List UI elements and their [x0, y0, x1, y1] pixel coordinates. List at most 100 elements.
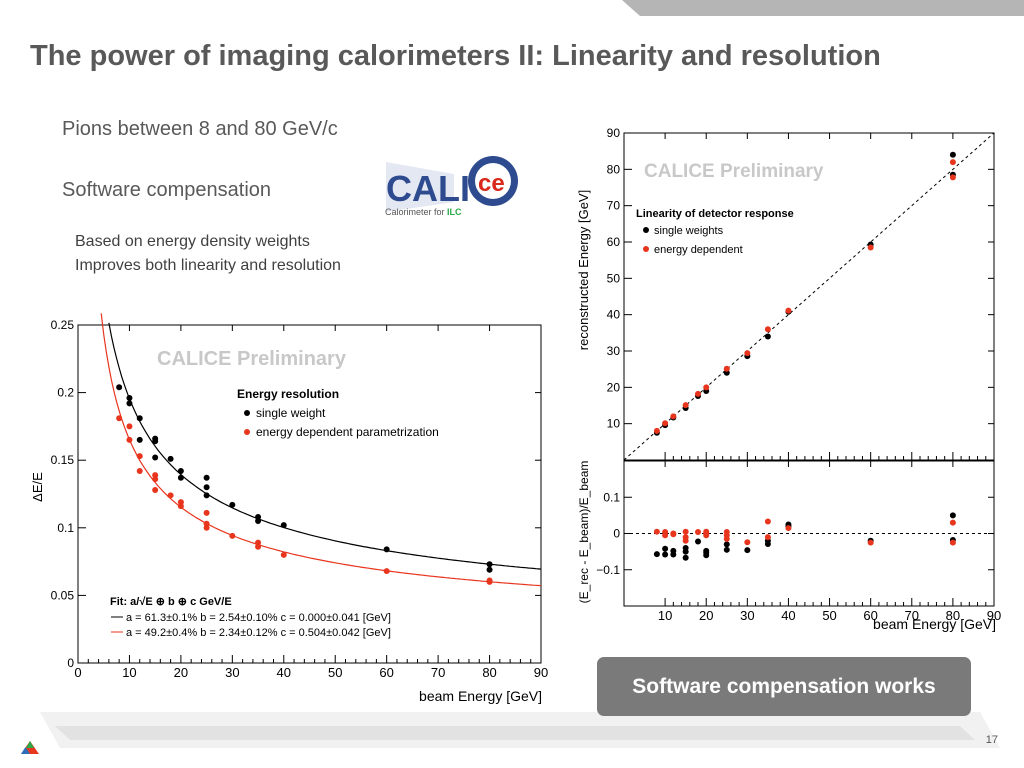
res-point-series-1 [167, 492, 174, 499]
lin-point-series-1 [785, 307, 792, 314]
lin-point-series-0 [949, 151, 956, 158]
res-point-series-0 [177, 468, 184, 475]
subbullet-improves-linearity: Improves both linearity and resolution [75, 257, 341, 274]
res-point-series-1 [136, 453, 143, 460]
lin-point-series-1 [867, 244, 874, 251]
lin-point-series-1 [744, 350, 751, 357]
lin-y-tick-label: 10 [607, 417, 621, 431]
lin-legend-marker-red [643, 246, 649, 252]
dev-point-series-0 [949, 512, 956, 519]
res-point-series-1 [486, 578, 493, 585]
callout-software-compensation: Software compensation works [597, 657, 971, 716]
res-point-series-1 [203, 524, 210, 531]
lin-y-tick-label: 90 [607, 126, 621, 140]
dev-x-tick-label: 90 [987, 608, 1001, 623]
res-x-tick-label: 0 [74, 665, 81, 680]
res-point-series-1 [152, 476, 159, 483]
res-x-tick-label: 60 [379, 665, 393, 680]
res-fit-label-red: a = 49.2±0.4% b = 2.34±0.12% c = 0.504±0… [126, 627, 391, 639]
lin-y-tick-label: 30 [607, 344, 621, 358]
res-x-tick-label: 10 [122, 665, 136, 680]
res-point-series-1 [203, 509, 210, 516]
dev-point-series-1 [867, 539, 874, 546]
res-x-tick-label: 70 [431, 665, 445, 680]
dev-x-tick-label: 30 [740, 608, 754, 623]
bullet-software-compensation: Software compensation [62, 179, 272, 201]
res-y-axis-label: ΔE/E [30, 472, 45, 502]
resolution-plot: ΔE/E CALICE Preliminary Energy resolutio… [30, 313, 548, 704]
lin-point-series-1 [949, 174, 956, 181]
logo-cali-text: CALI [386, 168, 470, 209]
lin-point-series-1 [662, 420, 669, 427]
dev-point-series-0 [653, 551, 660, 558]
logo-wedge [386, 162, 454, 212]
res-x-axis-label: beam Energy [GeV] [419, 688, 542, 704]
dev-point-series-1 [764, 518, 771, 525]
res-point-series-0 [126, 400, 133, 407]
logo-tagline: Calorimeter for ILC [385, 207, 462, 217]
dev-point-series-1 [744, 539, 751, 546]
res-x-tick-label: 40 [277, 665, 291, 680]
lin-y-axis-label: reconstructed Energy [GeV] [576, 190, 591, 350]
res-point-series-1 [152, 486, 159, 493]
linearity-plot: reconstructed Energy [GeV] CALICE Prelim… [576, 126, 995, 461]
lin-y-tick-label: 40 [607, 308, 621, 322]
lin-point-series-1 [695, 390, 701, 397]
res-point-series-0 [486, 566, 493, 573]
res-y-tick-label: 0.15 [51, 453, 75, 467]
res-point-series-0 [152, 454, 159, 461]
dev-point-series-1 [949, 519, 956, 526]
dev-point-series-1 [723, 535, 730, 542]
lin-point-series-1 [703, 384, 710, 391]
lin-watermark: CALICE Preliminary [644, 161, 824, 182]
top-banner-stripe [622, 0, 1024, 16]
res-point-series-1 [255, 543, 262, 550]
lin-point-series-1 [682, 402, 689, 409]
res-point-series-0 [280, 522, 287, 529]
dev-point-series-1 [695, 529, 701, 536]
slide-title: The power of imaging calorimeters II: Li… [30, 40, 881, 72]
lin-y-tick-label: 50 [607, 271, 621, 285]
dev-point-series-0 [670, 547, 677, 554]
res-point-series-0 [126, 395, 133, 402]
dev-y-tick-label: 0.1 [603, 490, 620, 504]
bottom-wave-stripe-inner [55, 726, 975, 740]
res-point-series-1 [229, 532, 236, 539]
lin-y-tick-label: 70 [607, 199, 621, 213]
res-point-series-0 [229, 501, 236, 508]
res-y-tick-label: 0 [67, 656, 74, 670]
triangle-logo-icon [21, 741, 39, 754]
res-fit-label-black: a = 61.3±0.1% b = 2.54±0.10% c = 0.000±0… [126, 612, 391, 624]
dev-y-tick-label: 0 [613, 527, 620, 541]
page-number: 17 [985, 734, 998, 746]
res-point-series-1 [126, 436, 133, 443]
res-point-series-1 [126, 423, 133, 430]
dev-point-series-0 [744, 547, 751, 554]
res-point-series-0 [203, 474, 210, 481]
lin-point-series-0 [764, 333, 771, 340]
res-point-series-1 [116, 415, 123, 422]
res-point-series-0 [152, 438, 159, 445]
res-y-tick-label: 0.25 [51, 318, 75, 332]
dev-x-tick-label: 60 [863, 608, 877, 623]
res-legend-title: Energy resolution [237, 387, 339, 401]
dev-point-series-1 [785, 525, 792, 532]
res-legend-label-red: energy dependent parametrization [256, 425, 439, 439]
dev-point-series-0 [682, 545, 689, 551]
res-point-series-1 [136, 468, 143, 475]
res-point-series-1 [280, 551, 287, 558]
lin-point-series-1 [653, 427, 660, 434]
res-point-series-0 [116, 384, 123, 391]
res-frame [77, 324, 542, 664]
dev-point-series-1 [703, 530, 710, 537]
res-fit-curve-1 [100, 313, 542, 587]
lin-point-series-1 [670, 413, 677, 420]
res-fit-title: Fit: a/√E ⊕ b ⊕ c GeV/E [110, 596, 232, 608]
bullet-pions: Pions between 8 and 80 GeV/c [62, 118, 338, 140]
lin-y-tick-label: 60 [607, 235, 621, 249]
dev-point-series-1 [682, 528, 689, 535]
lin-y-tick-label: 20 [607, 380, 621, 394]
lin-legend-label-red: energy dependent [654, 244, 743, 256]
dev-point-series-1 [662, 532, 669, 539]
